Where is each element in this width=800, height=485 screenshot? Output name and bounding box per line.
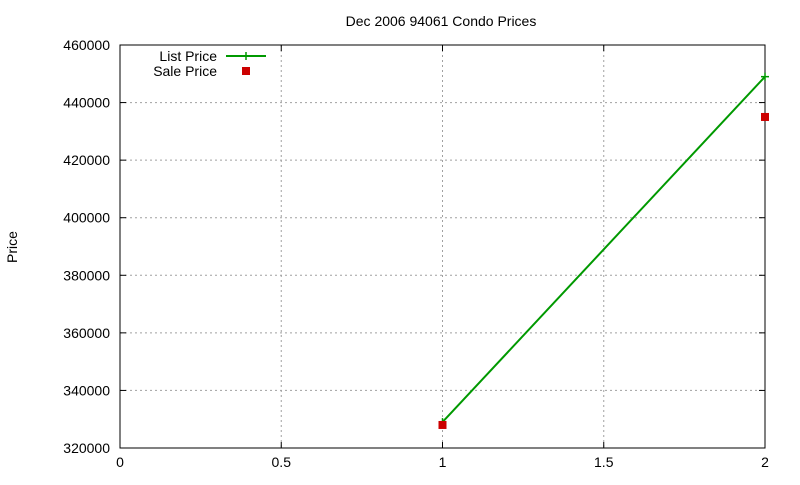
x-tick-label: 1 bbox=[439, 454, 447, 470]
y-tick-label: 320000 bbox=[63, 440, 110, 456]
legend-marker-list-price bbox=[242, 52, 250, 60]
chart-title: Dec 2006 94061 Condo Prices bbox=[346, 13, 537, 29]
axes: 0 0.5 1 1.5 2 320000 340000 360000 380000 400000 4… bbox=[63, 37, 769, 470]
sale-price-point bbox=[438, 420, 447, 429]
y-tick-label: 460000 bbox=[63, 37, 110, 53]
y-tick-label: 340000 bbox=[63, 382, 110, 398]
list-price-line bbox=[441, 75, 766, 423]
y-tick-label: 380000 bbox=[63, 267, 110, 283]
y-tick-label: 420000 bbox=[63, 152, 110, 168]
grid bbox=[120, 45, 765, 448]
legend-label-list-price: List Price bbox=[159, 48, 217, 64]
series bbox=[438, 72, 769, 429]
y-tick-label: 440000 bbox=[63, 95, 110, 111]
x-tick-label: 1.5 bbox=[594, 454, 614, 470]
x-tick-label: 2 bbox=[761, 454, 769, 470]
list-price-point bbox=[761, 72, 769, 81]
y-tick-label: 400000 bbox=[63, 210, 110, 226]
legend-label-sale-price: Sale Price bbox=[153, 63, 217, 79]
legend-marker-sale-price bbox=[242, 67, 250, 75]
sale-price-point bbox=[761, 112, 769, 121]
y-axis-label: Price bbox=[4, 231, 20, 263]
x-tick-label: 0.5 bbox=[272, 454, 292, 470]
y-tick-label: 360000 bbox=[63, 325, 110, 341]
x-tick-label: 0 bbox=[116, 454, 124, 470]
